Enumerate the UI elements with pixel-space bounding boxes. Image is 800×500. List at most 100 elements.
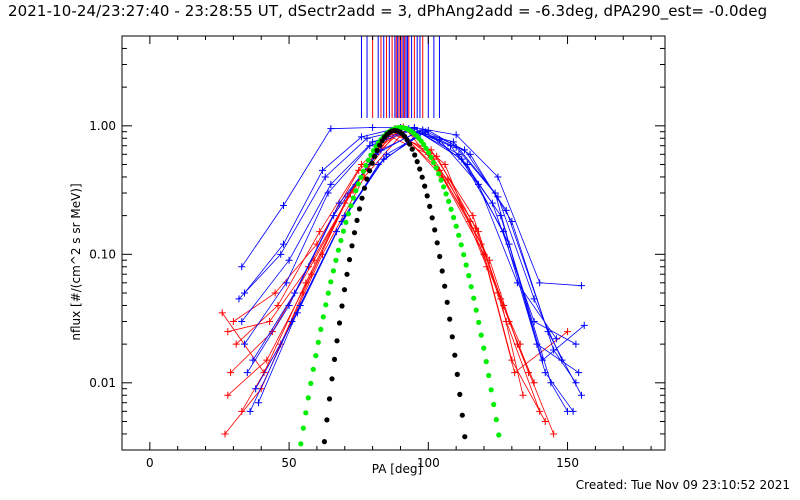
green-model-point [348, 203, 354, 209]
blue-data-point [296, 301, 304, 309]
green-model-point [313, 353, 319, 359]
red-series-line [241, 128, 554, 435]
green-model-point [446, 198, 452, 204]
black-model-point [409, 146, 415, 152]
green-model-point [443, 191, 449, 197]
blue-data-point [238, 263, 246, 271]
green-model-point [493, 417, 499, 423]
green-model-point [483, 359, 489, 365]
blue-data-point [530, 295, 538, 303]
black-model-point [412, 152, 418, 158]
red-series-line [233, 131, 546, 422]
blue-data-point [452, 131, 460, 139]
red-data-point [232, 340, 240, 348]
black-model-point [427, 203, 433, 209]
blue-data-point [494, 173, 502, 181]
vertical-lines-layer [360, 36, 440, 119]
green-model-point [426, 150, 432, 156]
green-model-point [458, 242, 464, 248]
green-model-point [491, 401, 497, 408]
blue-data-point [252, 385, 260, 393]
black-model-point [374, 147, 380, 153]
axes-layer: 0 50 100 150 0.01 0.10 1.00 [89, 35, 666, 470]
green-model-point [305, 395, 311, 401]
red-data-point [271, 289, 279, 297]
black-model-point [356, 206, 363, 212]
blue-data-point [564, 407, 572, 415]
green-model-point [360, 168, 366, 174]
blue-data-point [246, 407, 254, 415]
green-model-point [335, 247, 341, 253]
green-model-point [323, 302, 329, 308]
blue-data-point [435, 136, 443, 144]
green-model-point [476, 319, 482, 325]
red-data-point [541, 417, 549, 425]
green-model-point [308, 380, 314, 386]
blue-data-point [285, 256, 293, 264]
blue-data-point [550, 346, 558, 354]
black-model-point [379, 138, 385, 144]
blue-data-point [380, 155, 388, 163]
red-data-point [433, 152, 441, 160]
red-data-point [218, 309, 226, 317]
blue-data-point [318, 166, 326, 174]
y-tick-label: 0.01 [89, 376, 116, 390]
black-model-point [454, 371, 460, 377]
black-model-point [449, 334, 455, 340]
green-model-point [428, 154, 434, 160]
blue-data-point [369, 124, 377, 132]
red-data-point [224, 328, 232, 336]
blue-data-point [572, 340, 580, 348]
green-model-point [431, 159, 437, 166]
green-model-point [466, 273, 472, 279]
blue-data-point [474, 180, 482, 188]
black-model-point [344, 271, 350, 277]
blue-data-point [238, 318, 246, 326]
black-model-point [346, 257, 353, 263]
blue-data-point [547, 379, 555, 387]
blue-series-line [238, 128, 577, 345]
black-model-point [351, 230, 358, 236]
green-model-point [438, 177, 444, 183]
red-data-point [274, 301, 282, 309]
green-model-point [328, 279, 334, 285]
red-data-point [525, 369, 533, 377]
blue-data-point [424, 126, 432, 134]
black-model-point [331, 356, 338, 362]
green-model-point [358, 174, 364, 180]
blue-series-line [244, 130, 579, 373]
black-model-point [329, 376, 335, 382]
black-model-point [444, 299, 450, 305]
black-model-point [439, 268, 445, 274]
black-model-point [419, 174, 425, 180]
black-model-point [452, 352, 458, 358]
x-tick-label: 0 [146, 456, 154, 470]
red-data-point [511, 369, 519, 377]
green-model-point [355, 181, 361, 187]
blue-series-line [255, 131, 568, 412]
black-model-point [361, 185, 368, 191]
creation-timestamp: Created: Tue Nov 09 23:10:52 2021 [575, 478, 790, 492]
green-model-point [338, 237, 344, 244]
black-model-point [369, 160, 375, 166]
green-model-point [300, 425, 306, 431]
black-model-point [462, 434, 468, 440]
y-axis-label: nflux [#/(cm^2 s sr MeV)] [69, 183, 83, 340]
green-model-point [461, 252, 467, 258]
blue-data-point [327, 125, 335, 133]
black-model-point [336, 320, 343, 326]
red-data-point [302, 279, 310, 287]
green-model-point [333, 257, 339, 263]
green-model-point [423, 145, 429, 151]
black-model-point [354, 217, 360, 223]
black-model-point [407, 141, 413, 147]
blue-data-point [466, 150, 474, 158]
red-data-point [229, 318, 237, 326]
series-layer [218, 123, 588, 438]
black-model-point [414, 159, 420, 165]
blue-data-point [577, 391, 585, 399]
black-model-point [377, 142, 383, 148]
green-model-point [496, 432, 502, 438]
green-model-point [330, 268, 336, 274]
